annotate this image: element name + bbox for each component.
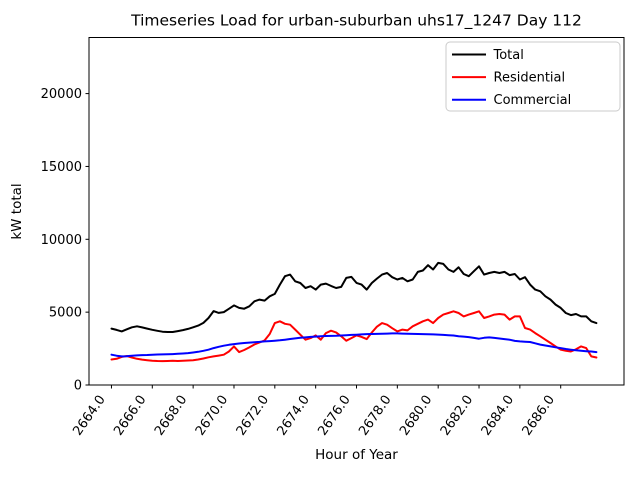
legend-item-residential: Residential [452,71,565,86]
plot-area-border [88,37,625,386]
y-axis: 0 5000 10000 15000 20000 [41,87,89,394]
x-tick-label: 2682.0 [438,393,476,439]
x-tick-label: 2674.0 [275,393,313,439]
legend-label-commercial: Commercial [494,93,572,108]
plot-series [110,261,598,363]
x-tick-label: 2672.0 [234,393,272,439]
y-tick-label: 10000 [41,233,82,248]
series-line-commercial [110,332,598,358]
x-tick-label: 2686.0 [520,393,558,439]
x-axis-label: Hour of Year [315,447,398,463]
y-axis-label: kW total [9,183,25,239]
x-tick-label: 2664.0 [70,393,108,439]
legend: Total Residential Commercial [445,41,621,112]
legend-label-total: Total [493,48,524,63]
series-line-total [110,261,598,333]
y-tick-label: 20000 [41,87,82,102]
x-tick-label: 2680.0 [397,393,435,439]
x-tick-label: 2678.0 [356,393,394,439]
x-axis: 2664.0 2666.0 2668.0 2670.0 2672.0 2674.0 2676… [70,385,562,439]
x-tick-label: 2676.0 [315,393,353,439]
legend-box [445,41,621,112]
x-tick-label: 2668.0 [152,393,190,439]
y-tick-label: 0 [74,379,82,394]
legend-item-total: Total [452,48,524,63]
y-tick-label: 15000 [41,160,82,175]
legend-item-commercial: Commercial [452,93,571,108]
legend-label-residential: Residential [494,71,566,86]
x-tick-label: 2684.0 [479,393,517,439]
x-tick-label: 2666.0 [111,393,149,439]
series-line-residential [110,310,598,363]
chart-title: Timeseries Load for urban-suburban uhs17… [130,12,582,31]
y-tick-label: 5000 [49,306,82,321]
x-tick-label: 2670.0 [193,393,231,439]
